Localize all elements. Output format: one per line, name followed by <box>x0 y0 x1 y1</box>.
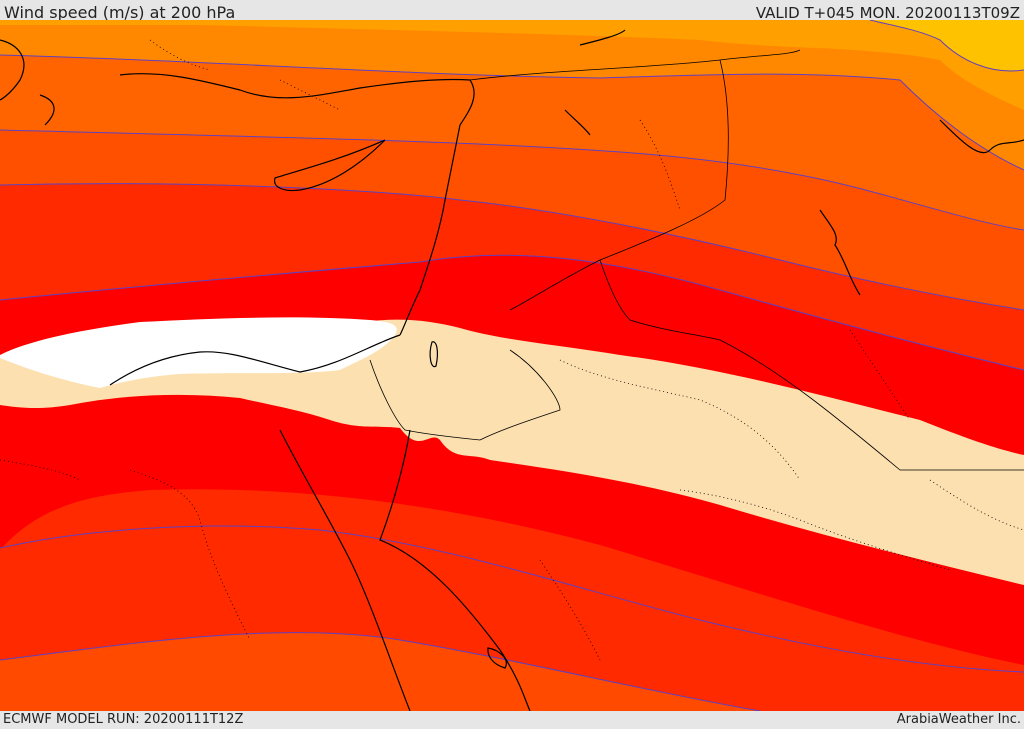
header-bar: Wind speed (m/s) at 200 hPa VALID T+045 … <box>0 0 1024 22</box>
band-yellow <box>870 20 1024 71</box>
borders-dotted <box>0 39 1024 661</box>
credit-label: ArabiaWeather Inc. <box>896 712 1021 727</box>
band-lower-orange <box>0 632 760 711</box>
map-title: Wind speed (m/s) at 200 hPa <box>4 3 236 22</box>
contour-lines <box>0 20 1024 711</box>
band-orange-light <box>0 20 1024 110</box>
band-yellow-orange <box>0 20 1024 170</box>
weather-map[interactable] <box>0 20 1024 711</box>
borders-solid <box>369 49 1024 471</box>
model-run-label: ECMWF MODEL RUN: 20200111T12Z <box>3 712 244 727</box>
valid-time: VALID T+045 MON. 20200113T09Z <box>755 4 1020 22</box>
footer-bar: ECMWF MODEL RUN: 20200111T12Z ArabiaWeat… <box>0 711 1024 729</box>
band-pale <box>0 319 1024 585</box>
coastlines <box>0 29 1024 711</box>
